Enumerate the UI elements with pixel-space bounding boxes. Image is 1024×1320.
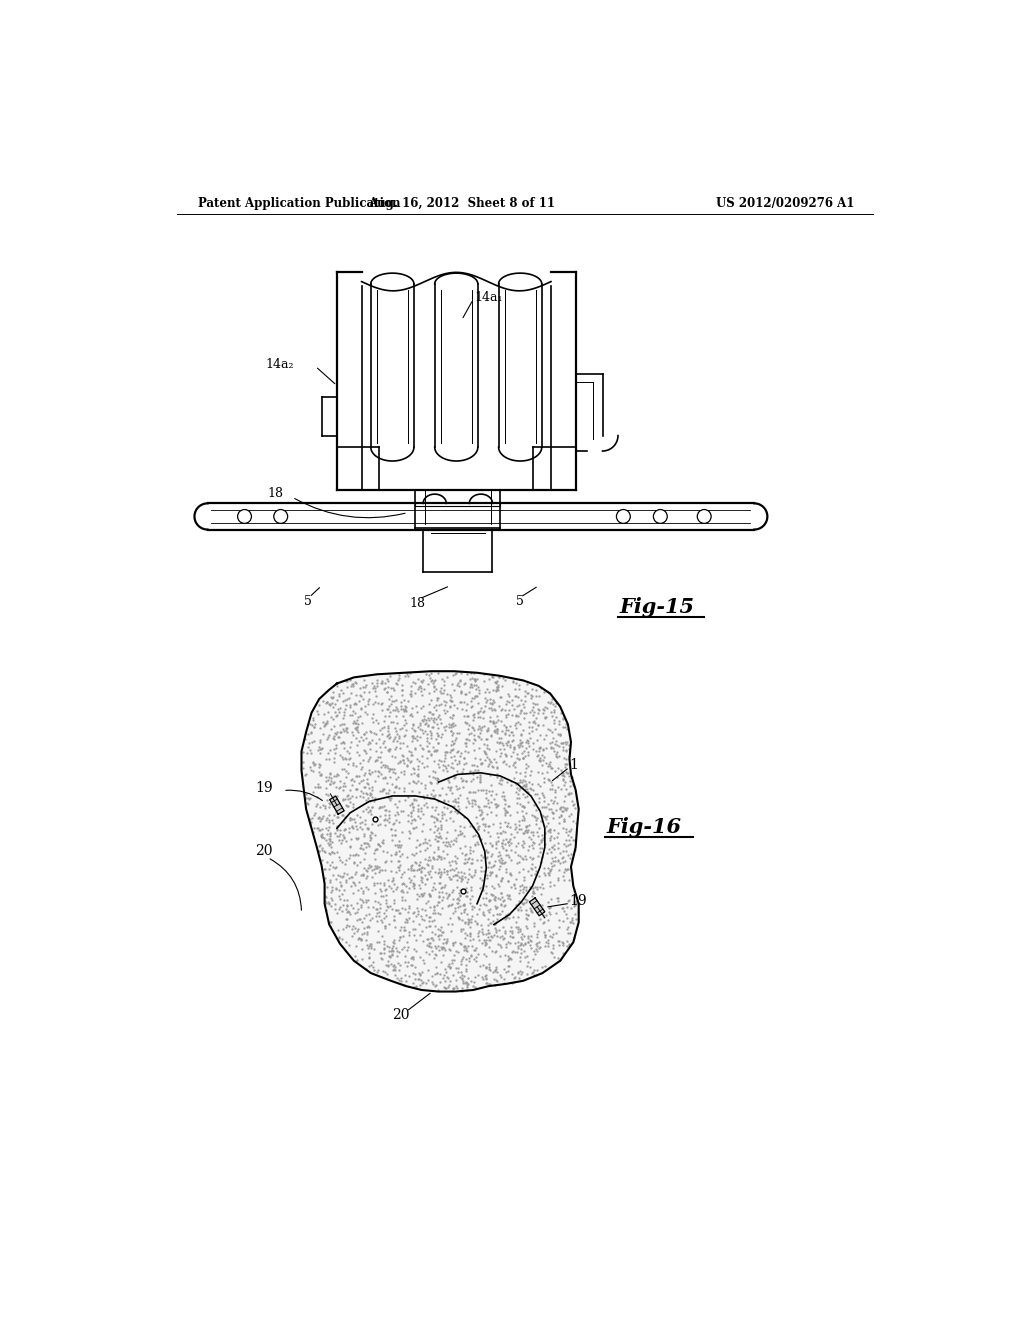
Circle shape <box>653 510 668 524</box>
Circle shape <box>273 510 288 524</box>
Text: Fig-15: Fig-15 <box>620 597 694 616</box>
Circle shape <box>616 510 631 524</box>
Text: 19: 19 <box>569 895 587 908</box>
Text: Aug. 16, 2012  Sheet 8 of 11: Aug. 16, 2012 Sheet 8 of 11 <box>369 197 555 210</box>
Text: Fig-16: Fig-16 <box>606 817 681 837</box>
Text: 14a₂: 14a₂ <box>265 358 294 371</box>
Text: Patent Application Publication: Patent Application Publication <box>199 197 400 210</box>
Text: 18: 18 <box>267 487 284 500</box>
Polygon shape <box>529 898 545 916</box>
Text: 19: 19 <box>255 781 273 795</box>
Text: 20: 20 <box>255 845 272 858</box>
Circle shape <box>697 510 711 524</box>
Text: 1: 1 <box>569 758 579 772</box>
Text: 20: 20 <box>392 1007 410 1022</box>
Text: 5: 5 <box>515 594 523 607</box>
Circle shape <box>238 510 252 524</box>
Polygon shape <box>301 671 579 991</box>
Text: 14a₁: 14a₁ <box>474 290 503 304</box>
Polygon shape <box>330 796 344 814</box>
Text: US 2012/0209276 A1: US 2012/0209276 A1 <box>716 197 854 210</box>
Text: 18: 18 <box>410 597 425 610</box>
Text: 5: 5 <box>304 594 311 607</box>
